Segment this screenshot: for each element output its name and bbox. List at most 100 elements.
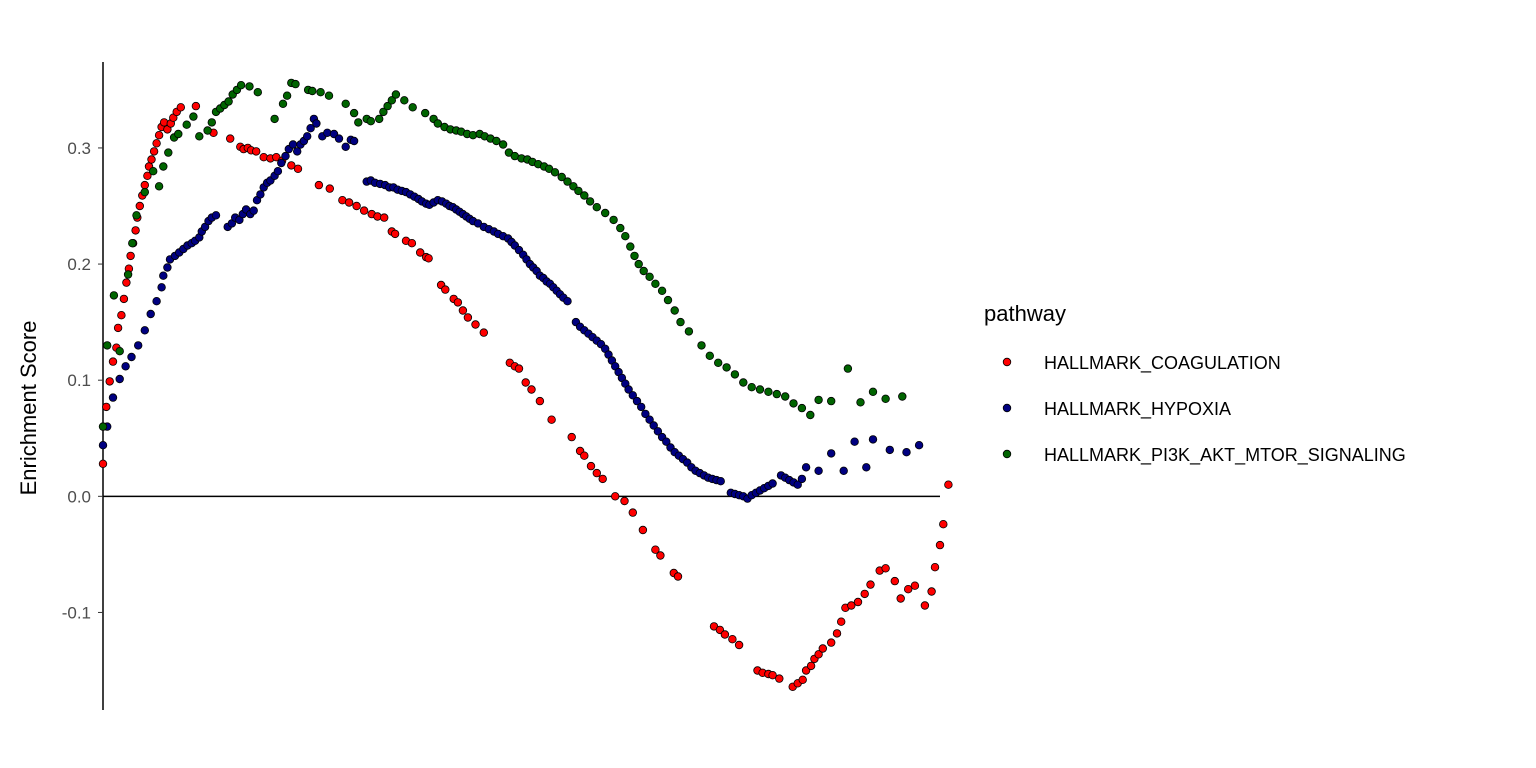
- data-point: [535, 396, 545, 406]
- data-point: [468, 130, 478, 140]
- data-point: [152, 297, 161, 306]
- data-point: [152, 139, 161, 148]
- data-point: [143, 171, 152, 180]
- data-point: [730, 370, 740, 379]
- data-point: [728, 635, 737, 644]
- data-point: [256, 190, 265, 199]
- data-point: [806, 661, 816, 671]
- legend-label: HALLMARK_PI3K_AKT_MTOR_SIGNALING: [1044, 445, 1406, 466]
- data-point: [98, 441, 108, 450]
- data-point: [113, 323, 123, 333]
- data-point: [224, 97, 233, 106]
- data-point: [632, 396, 642, 406]
- data-point: [550, 168, 560, 177]
- data-point: [789, 399, 798, 408]
- data-point: [927, 587, 936, 596]
- data-point: [609, 215, 618, 225]
- data-point: [563, 177, 572, 186]
- legend-items: HALLMARK_COAGULATION HALLMARK_HYPOXIA HALL…: [1002, 353, 1406, 466]
- data-point: [424, 254, 433, 263]
- data-point: [904, 585, 913, 594]
- data-point: [140, 326, 149, 335]
- data-point: [722, 363, 731, 372]
- data-point: [421, 108, 430, 118]
- data-point: [391, 90, 401, 99]
- data-point: [645, 415, 654, 424]
- data-point: [154, 130, 164, 140]
- y-tick-label: 0.1: [67, 371, 91, 390]
- data-point: [801, 463, 811, 472]
- data-point: [314, 180, 324, 190]
- data-point: [325, 184, 334, 193]
- data-point: [806, 410, 815, 420]
- series-hallmark-pi3k-akt-mtor-signaling: [98, 78, 907, 431]
- data-point: [278, 99, 288, 108]
- data-point: [856, 398, 865, 407]
- data-point: [359, 206, 369, 215]
- data-point: [453, 298, 463, 307]
- data-point: [354, 118, 363, 127]
- data-point: [132, 211, 141, 220]
- data-point: [868, 387, 878, 396]
- data-point: [174, 129, 183, 139]
- series-hallmark-hypoxia: [98, 114, 924, 503]
- data-point: [390, 229, 400, 239]
- data-point: [236, 80, 246, 90]
- data-point: [797, 474, 807, 484]
- data-point: [463, 313, 473, 322]
- data-point: [839, 466, 848, 475]
- data-point: [768, 671, 777, 680]
- data-point: [662, 437, 671, 446]
- data-point: [914, 441, 924, 450]
- data-point: [827, 396, 836, 406]
- y-tick-label: 0.2: [67, 255, 91, 274]
- data-point: [814, 650, 823, 659]
- data-point: [195, 132, 204, 141]
- data-point: [416, 248, 425, 257]
- data-point: [628, 391, 637, 400]
- data-point: [639, 266, 648, 276]
- data-point: [380, 213, 389, 222]
- data-point: [714, 358, 723, 367]
- data-point: [352, 201, 361, 211]
- data-point: [920, 601, 930, 610]
- data-point: [832, 629, 842, 638]
- data-point: [323, 128, 332, 137]
- data-point: [567, 432, 576, 442]
- data-point: [705, 351, 714, 360]
- data-point: [885, 445, 894, 455]
- data-point: [747, 383, 756, 392]
- data-point: [108, 357, 118, 366]
- data-point: [245, 82, 254, 91]
- data-point: [739, 378, 748, 387]
- legend-item: HALLMARK_PI3K_AKT_MTOR_SIGNALING: [1002, 445, 1406, 466]
- data-point: [837, 617, 846, 626]
- data-point: [117, 311, 126, 320]
- data-point: [108, 393, 118, 402]
- data-point: [521, 378, 530, 387]
- data-point: [135, 201, 144, 211]
- data-point: [716, 477, 725, 486]
- data-point: [479, 328, 488, 337]
- data-point: [122, 278, 131, 287]
- data-point: [670, 306, 679, 315]
- data-point: [277, 158, 286, 168]
- data-point: [441, 285, 450, 294]
- data-point: [586, 461, 596, 471]
- y-tick-label: 0.3: [67, 139, 91, 158]
- legend-key: [1002, 449, 1012, 459]
- data-point: [656, 551, 665, 560]
- data-point: [624, 385, 633, 394]
- data-point: [930, 563, 940, 572]
- data-point: [637, 402, 646, 412]
- data-point: [621, 231, 630, 241]
- data-point: [638, 525, 648, 535]
- data-point: [146, 309, 155, 319]
- data-point: [249, 206, 258, 215]
- data-point: [287, 161, 296, 170]
- data-point: [288, 140, 298, 149]
- data-point: [252, 147, 261, 156]
- data-point: [379, 107, 388, 117]
- data-point: [649, 421, 658, 430]
